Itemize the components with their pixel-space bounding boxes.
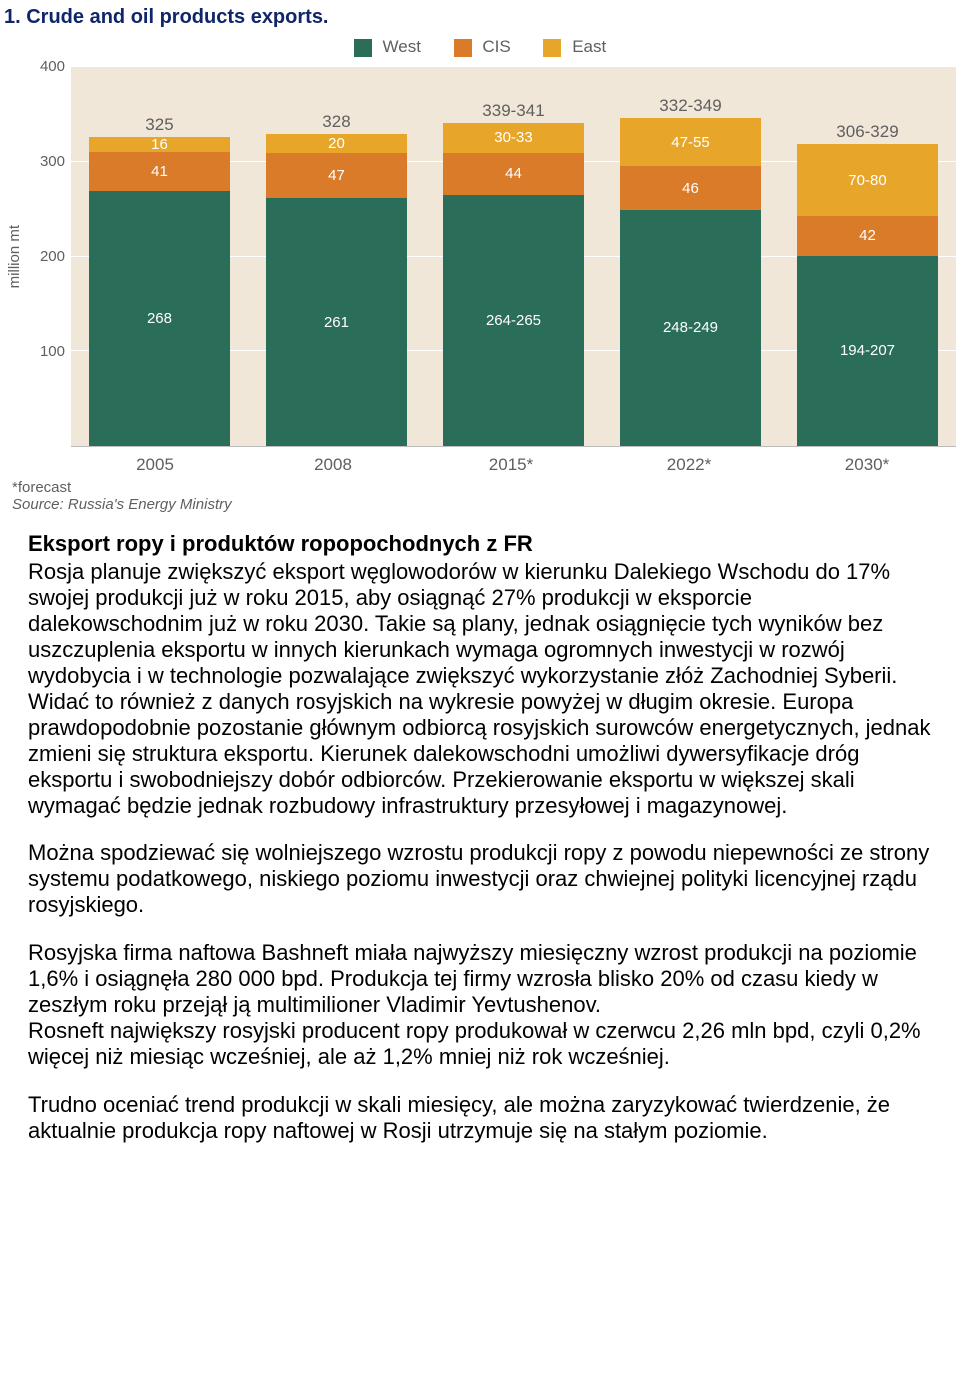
xtick: 2015* <box>422 447 600 475</box>
legend-item-west: West <box>354 37 421 57</box>
bar-segment: 47 <box>266 153 408 198</box>
bar-slot: 325 1641268 <box>71 67 248 446</box>
paragraph: Trudno oceniać trend produkcji w skali m… <box>28 1092 932 1144</box>
bar-segment: 264-265 <box>443 195 585 446</box>
bar-total-label: 328 <box>266 112 408 132</box>
stacked-bar: 3251641268 <box>89 137 231 446</box>
bar-segment: 268 <box>89 191 231 446</box>
legend-label: CIS <box>482 37 510 56</box>
bar-segment: 42 <box>797 216 939 256</box>
legend-label: West <box>383 37 421 56</box>
bar-segment: 70-80 <box>797 144 939 215</box>
paragraph: Rosyjska firma naftowa Bashneft miała na… <box>28 940 932 1070</box>
bar-total-label: 325 <box>89 115 231 135</box>
bar-slot: 339-34130-3344264-265 <box>425 67 602 446</box>
paragraph: Rosja planuje zwiększyć eksport węglowod… <box>28 559 932 819</box>
legend-item-east: East <box>543 37 606 57</box>
paragraph: Można spodziewać się wolniejszego wzrost… <box>28 840 932 918</box>
legend-swatch-west <box>354 39 372 57</box>
y-axis-label: million mt <box>4 225 25 288</box>
bar-segment: 30-33 <box>443 123 585 153</box>
bar-slot: 328 2047261 <box>248 67 425 446</box>
bar-total-label: 306-329 <box>797 122 939 142</box>
xtick: 2022* <box>600 447 778 475</box>
bar-segment: 16 <box>89 137 231 152</box>
plot: million mt 400 300 200 100 0 325 1641268 3… <box>4 67 956 447</box>
x-axis: 200520082015*2022*2030* <box>66 447 956 475</box>
bar-segment: 47-55 <box>620 118 762 166</box>
legend-item-cis: CIS <box>454 37 511 57</box>
bar-segment: 248-249 <box>620 210 762 446</box>
legend-swatch-east <box>543 39 561 57</box>
article-body: Eksport ropy i produktów ropopochodnych … <box>0 531 960 1186</box>
bar-segment: 20 <box>266 134 408 153</box>
bar-slot: 332-34947-5546248-249 <box>602 67 779 446</box>
stacked-bar: 3282047261 <box>266 134 408 446</box>
chart-title: 1. Crude and oil products exports. <box>4 6 956 29</box>
y-axis: 400 300 200 100 0 <box>25 67 71 447</box>
article-heading: Eksport ropy i produktów ropopochodnych … <box>28 531 932 557</box>
bar-slot: 306-32970-8042194-207 <box>779 67 956 446</box>
chart-source: Source: Russia's Energy Ministry <box>4 496 956 513</box>
stacked-bar: 339-34130-3344264-265 <box>443 123 585 446</box>
legend-label: East <box>572 37 606 56</box>
stacked-bar: 306-32970-8042194-207 <box>797 144 939 446</box>
chart-legend: West CIS East <box>4 37 956 57</box>
bar-segment: 41 <box>89 152 231 191</box>
bar-segment: 261 <box>266 198 408 446</box>
chart-footnote: *forecast <box>4 479 956 496</box>
bar-segment: 46 <box>620 166 762 210</box>
bars: 32516412683282047261339-34130-3344264-26… <box>71 67 956 446</box>
legend-swatch-cis <box>454 39 472 57</box>
stacked-bar: 332-34947-5546248-249 <box>620 118 762 446</box>
bar-segment: 44 <box>443 153 585 195</box>
bar-total-label: 339-341 <box>443 101 585 121</box>
xtick: 2008 <box>244 447 422 475</box>
bar-total-label: 332-349 <box>620 96 762 116</box>
xtick: 2005 <box>66 447 244 475</box>
chart-container: 1. Crude and oil products exports. West … <box>0 0 960 513</box>
plot-area: 32516412683282047261339-34130-3344264-26… <box>71 67 956 447</box>
xtick: 2030* <box>778 447 956 475</box>
bar-segment: 194-207 <box>797 256 939 446</box>
